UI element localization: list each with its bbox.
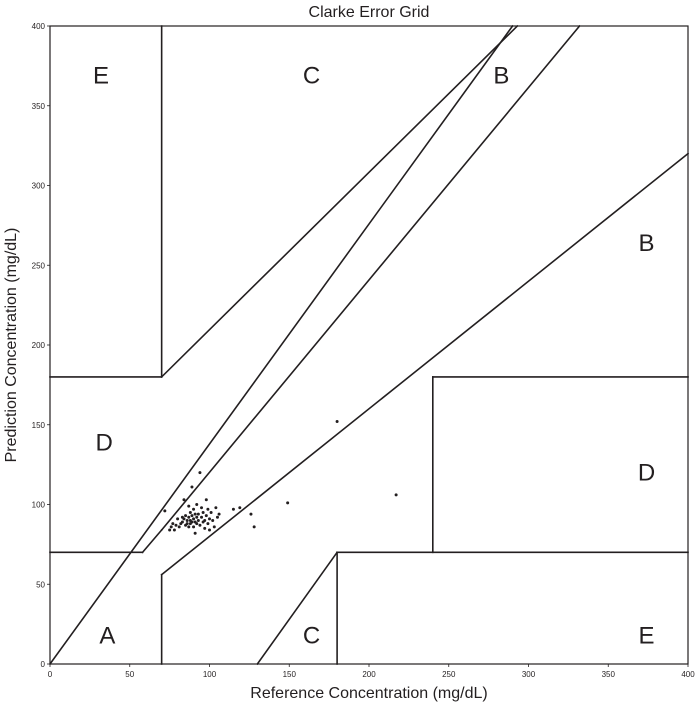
plot-frame — [49, 25, 689, 665]
x-tick-label: 400 — [681, 670, 695, 679]
data-point — [394, 493, 398, 497]
y-tick-label: 400 — [32, 22, 46, 31]
data-point — [171, 522, 175, 526]
zone-label-a: A — [99, 622, 115, 649]
data-point — [252, 525, 256, 529]
data-point — [168, 528, 172, 532]
data-point — [192, 507, 196, 511]
y-tick-label: 100 — [32, 501, 46, 510]
data-point — [231, 507, 235, 511]
data-point — [190, 514, 194, 518]
data-point — [182, 517, 186, 521]
data-point — [204, 498, 208, 502]
data-point — [198, 471, 202, 475]
data-point — [211, 518, 215, 522]
data-point — [208, 528, 211, 532]
data-point — [190, 520, 194, 524]
x-tick-label: 200 — [362, 670, 376, 679]
data-point — [286, 501, 290, 505]
x-tick-label: 350 — [602, 670, 616, 679]
data-point — [195, 522, 199, 526]
data-point — [163, 509, 167, 513]
data-point — [169, 525, 173, 529]
data-point — [193, 531, 197, 535]
data-point — [192, 517, 196, 521]
data-point — [174, 523, 178, 527]
data-point — [187, 525, 191, 529]
x-tick-label: 250 — [442, 670, 456, 679]
data-point — [209, 510, 213, 514]
y-tick-label: 0 — [41, 660, 46, 669]
data-point — [215, 515, 219, 519]
data-point — [217, 512, 221, 516]
data-point — [182, 498, 186, 502]
x-tick-label: 150 — [283, 670, 297, 679]
y-tick-label: 50 — [36, 580, 45, 589]
data-point — [204, 514, 208, 518]
x-tick-label: 300 — [522, 670, 536, 679]
zone-label-e: E — [639, 622, 655, 649]
zone-label-d: D — [96, 429, 113, 456]
data-point — [200, 506, 204, 510]
zone-boundary-line — [160, 24, 581, 532]
x-axis-label: Reference Concentration (mg/dL) — [250, 685, 487, 702]
plot-area: E C B B D D A C E 0 50 100 150 200 250 300 350 400 0 50 100 1… — [32, 22, 696, 679]
zone-boundary-line — [141, 528, 163, 554]
data-point — [190, 485, 194, 489]
data-point — [249, 512, 253, 516]
data-point — [201, 510, 205, 514]
data-point — [192, 525, 196, 529]
zone-boundary-line — [48, 24, 514, 666]
y-tick-label: 300 — [32, 182, 46, 191]
data-point — [176, 517, 180, 521]
data-point — [196, 512, 200, 516]
y-axis-label: Prediction Concentration (mg/dL) — [3, 228, 20, 463]
data-point — [208, 517, 211, 521]
zone-label-e: E — [93, 62, 109, 89]
x-tick-label: 50 — [125, 670, 134, 679]
data-point — [206, 507, 210, 511]
data-point — [195, 503, 199, 506]
y-tick-label: 200 — [32, 341, 46, 350]
data-point — [198, 523, 202, 527]
zone-label-c: C — [303, 622, 320, 649]
data-point — [203, 526, 207, 530]
data-point — [206, 522, 210, 526]
data-point — [200, 515, 204, 519]
data-point — [177, 525, 181, 529]
x-tick-label: 0 — [48, 670, 53, 679]
data-point — [212, 525, 216, 529]
zone-label-b: B — [493, 62, 509, 89]
y-tick-label: 250 — [32, 261, 46, 270]
data-point — [193, 512, 197, 516]
zone-boundary-line — [160, 24, 519, 379]
zone-boundary-line — [256, 551, 339, 666]
data-point — [187, 515, 191, 519]
data-point — [203, 518, 207, 522]
data-point — [180, 520, 184, 524]
chart-title: Clarke Error Grid — [309, 4, 430, 21]
y-tick-label: 150 — [32, 421, 46, 430]
data-point — [184, 514, 188, 518]
data-point — [335, 420, 339, 424]
data-point — [188, 510, 192, 514]
data-point — [195, 515, 199, 519]
zone-label-c: C — [303, 62, 320, 89]
zone-label-b: B — [639, 230, 655, 257]
data-point — [185, 518, 189, 522]
data-point — [214, 506, 218, 510]
data-point — [238, 506, 242, 510]
x-tick-label: 100 — [203, 670, 217, 679]
data-point — [187, 504, 191, 508]
y-tick-label: 350 — [32, 102, 46, 111]
zone-label-d: D — [638, 460, 655, 487]
zone-boundary-line — [160, 152, 690, 576]
data-point — [196, 518, 200, 522]
data-point — [185, 522, 189, 526]
data-point — [172, 528, 176, 532]
